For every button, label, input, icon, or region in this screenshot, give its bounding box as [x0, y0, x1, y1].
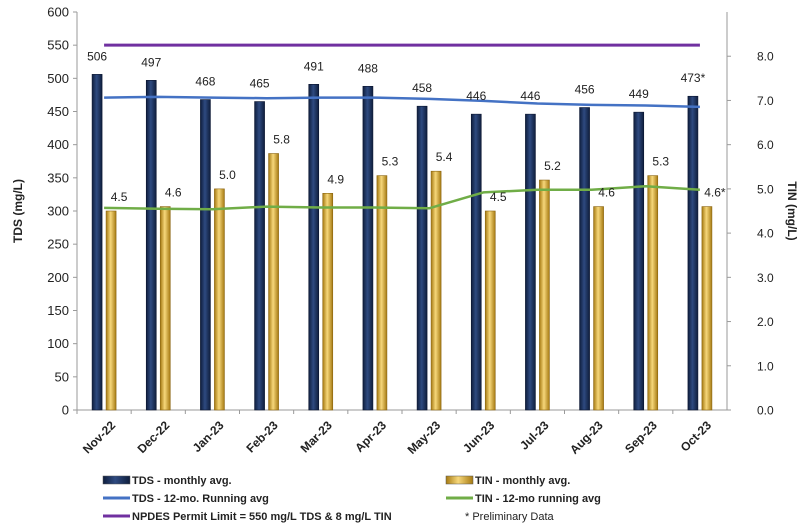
tin-bar — [484, 210, 496, 411]
tds-bar — [91, 74, 103, 411]
tds-bar — [470, 113, 482, 411]
left-tick-label: 100 — [47, 336, 69, 351]
tin-data-label: 4.6 — [598, 186, 615, 200]
right-tick-label: 3.0 — [757, 271, 774, 285]
x-tick-label: Feb-23 — [243, 418, 280, 455]
legend-tds-monthly-label: TDS - monthly avg. — [132, 475, 232, 487]
left-tick-label: 600 — [47, 5, 69, 20]
tin-bar — [214, 188, 225, 411]
tin-bar — [647, 175, 659, 411]
x-tick-label: Apr-23 — [352, 418, 389, 455]
left-tick-label: 150 — [47, 303, 69, 318]
tin-data-label: 4.5 — [111, 190, 128, 204]
tin-bar — [539, 179, 550, 411]
tds-bar — [525, 113, 536, 411]
right-tick-label: 7.0 — [757, 94, 774, 108]
tds-bar — [145, 80, 157, 411]
tds-data-label: 446 — [520, 89, 540, 103]
tin-data-label: 5.0 — [219, 168, 236, 182]
tds-bar — [308, 84, 320, 411]
left-tick-label: 300 — [47, 204, 69, 219]
tds-data-label: 446 — [466, 89, 486, 103]
x-tick-label: Jul-23 — [517, 418, 552, 453]
left-tick-label: 250 — [47, 237, 69, 252]
left-tick-label: 50 — [55, 369, 69, 384]
left-tick-label: 550 — [47, 38, 69, 53]
x-tick-label: Oct-23 — [678, 418, 715, 455]
tds-data-label: 465 — [250, 77, 270, 91]
right-tick-label: 8.0 — [757, 50, 774, 64]
tin-data-label: 4.6 — [165, 186, 182, 200]
right-tick-label: 2.0 — [757, 315, 774, 329]
tin-bar — [159, 206, 171, 411]
right-tick-label: 5.0 — [757, 182, 774, 196]
x-tick-label: May-23 — [405, 418, 444, 457]
left-tick-label: 0 — [62, 403, 69, 418]
tds-running-avg-line — [104, 95, 700, 109]
tin-data-label: 4.6* — [704, 186, 726, 200]
tds-data-label: 488 — [358, 61, 378, 75]
tds-data-label: 449 — [629, 87, 649, 101]
right-tick-label: 0.0 — [757, 404, 774, 418]
tds-data-label: 473* — [681, 71, 706, 85]
tin-running-avg-line — [104, 184, 700, 211]
x-tick-label: Sep-23 — [622, 418, 660, 456]
tin-data-label: 4.9 — [327, 172, 344, 186]
left-tick-label: 200 — [47, 270, 69, 285]
tin-data-label: 5.3 — [652, 155, 669, 169]
legend-tin-monthly-label: TIN - monthly avg. — [475, 475, 570, 487]
x-tick-label: Mar-23 — [298, 418, 335, 455]
tds-bar — [362, 85, 374, 411]
y2-axis-title: TIN (mg/L) — [785, 181, 799, 240]
tin-data-label: 5.2 — [544, 159, 561, 173]
x-tick-label: Nov-22 — [80, 418, 118, 456]
legend-tin-running-avg-label: TIN - 12-mo running avg — [475, 493, 601, 505]
tds-bar — [633, 111, 645, 411]
tin-data-label: 4.5 — [490, 190, 507, 204]
tds-data-label: 506 — [87, 49, 107, 63]
tds-data-label: 491 — [304, 59, 324, 73]
right-tick-label: 6.0 — [757, 138, 774, 152]
tin-bar — [701, 206, 713, 411]
tds-data-label: 456 — [575, 83, 595, 97]
tds-bar — [200, 99, 211, 411]
left-tick-label: 400 — [47, 137, 69, 152]
tin-data-label: 5.4 — [436, 150, 453, 164]
tds-bar — [416, 105, 428, 411]
right-tick-label: 4.0 — [757, 227, 774, 241]
right-tick-label: 1.0 — [757, 359, 774, 373]
y-axis-title: TDS (mg/L) — [11, 179, 25, 243]
legend-npdes-limit-label: NPDES Permit Limit = 550 mg/L TDS & 8 mg… — [132, 511, 392, 523]
tin-bar — [322, 193, 334, 411]
legend-tds-monthly-swatch — [102, 475, 131, 485]
preliminary-data-note: * Preliminary Data — [465, 511, 555, 523]
left-tick-label: 350 — [47, 170, 69, 185]
tds-bar — [687, 95, 699, 411]
x-tick-label: Dec-22 — [135, 418, 173, 456]
tds-data-label: 468 — [195, 75, 215, 89]
tin-data-label: 5.8 — [273, 133, 290, 147]
tin-data-label: 5.3 — [382, 155, 399, 169]
tin-bar — [376, 175, 388, 411]
tin-bar — [105, 210, 117, 411]
tds-bar — [254, 101, 265, 411]
legend-tin-monthly-swatch — [445, 475, 474, 485]
tin-bar — [430, 170, 442, 411]
left-tick-label: 500 — [47, 71, 69, 86]
legend-tds-running-avg-label: TDS - 12-mo. Running avg — [132, 493, 269, 505]
tds-bar — [579, 107, 590, 411]
tds-data-label: 458 — [412, 81, 432, 95]
x-tick-label: Jun-23 — [460, 418, 497, 455]
tin-bar — [268, 153, 279, 411]
left-tick-label: 450 — [47, 104, 69, 119]
x-tick-label: Aug-23 — [567, 418, 606, 457]
tds-data-label: 497 — [141, 55, 161, 69]
x-tick-label: Jan-23 — [190, 418, 227, 455]
tin-bar — [593, 206, 604, 411]
